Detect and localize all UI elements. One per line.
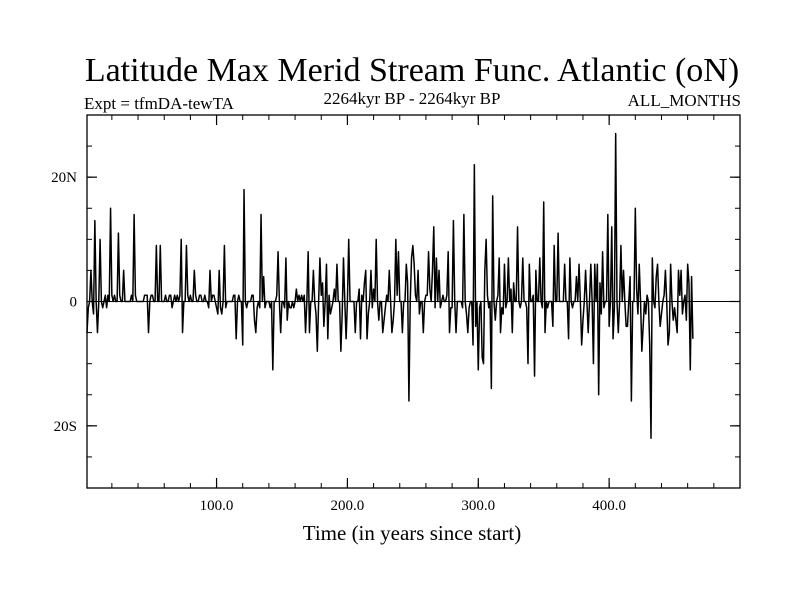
x-tick-label: 400.0 — [592, 498, 626, 514]
series-line — [86, 132, 694, 440]
x-tick-label: 300.0 — [461, 498, 495, 514]
chart-subtitle-center: 2264kyr BP - 2264kyr BP — [324, 89, 501, 108]
y-tick-label: 20S — [54, 419, 77, 435]
chart-subtitle-right: ALL_MONTHS — [628, 91, 741, 110]
plot-area: 100.0 200.0 300.0 400.0 20N 0 20S — [51, 114, 741, 514]
x-axis-label: Time (in years since start) — [303, 521, 522, 545]
chart-title: Latitude Max Merid Stream Func. Atlantic… — [85, 52, 739, 89]
chart-subtitle-left: Expt = tfmDA-tewTA — [84, 94, 235, 113]
x-tick-label: 100.0 — [200, 498, 234, 514]
x-tick-label: 200.0 — [331, 498, 365, 514]
y-tick-label: 0 — [70, 295, 78, 311]
y-tick-label: 20N — [51, 170, 77, 186]
